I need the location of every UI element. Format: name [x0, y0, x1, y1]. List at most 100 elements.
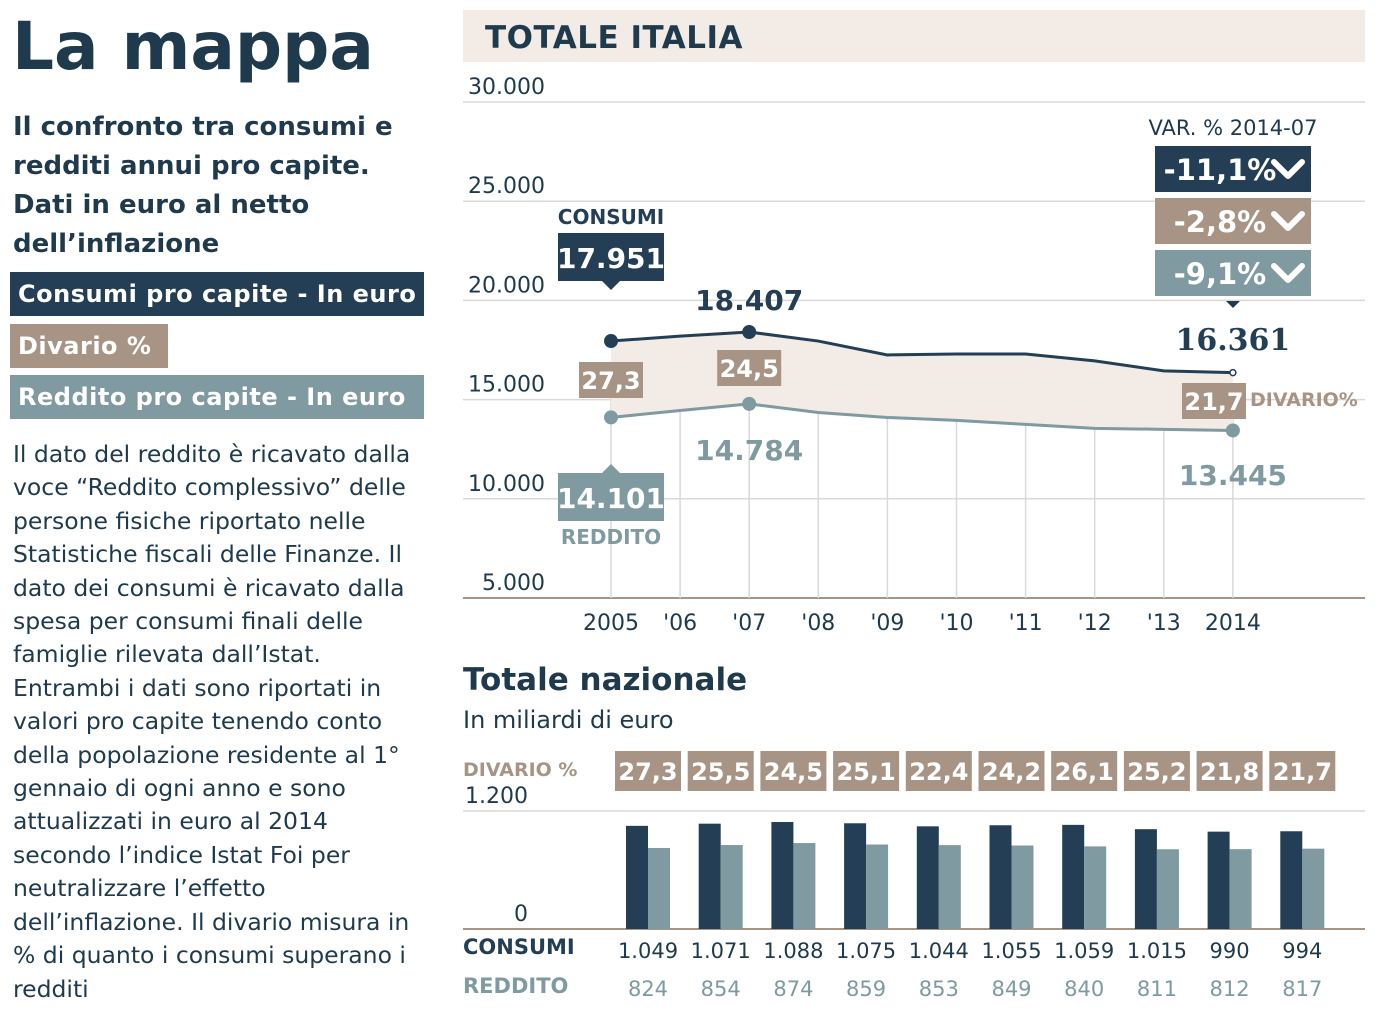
line-chart-title: TOTALE ITALIA [485, 20, 743, 56]
consumi-start-box [558, 233, 664, 281]
bar-reddito-value: 854 [701, 977, 741, 1001]
bar-consumi [844, 823, 867, 929]
bar-consumi-value: 1.071 [691, 939, 751, 963]
legend-reddito: Reddito pro capite - In euro [10, 375, 424, 419]
x-tick-label: '13 [1147, 611, 1181, 636]
bar-consumi [771, 822, 794, 929]
bar-consumi-value: 1.049 [618, 939, 678, 963]
divario-2005-value: 27,3 [581, 367, 640, 395]
bar-divario-value: 24,2 [982, 758, 1041, 786]
chevron-down-icon [1271, 159, 1305, 179]
bar-consumi-value: 1.055 [981, 939, 1041, 963]
bar-chart-title: Totale nazionale [463, 662, 748, 698]
bar-divario-value: 22,4 [909, 758, 968, 786]
y-tick-label: 20.000 [468, 273, 545, 298]
methodology-note: Il dato del reddito è ricavato dalla voc… [13, 440, 411, 1003]
bar-consumi-value: 1.059 [1054, 939, 1114, 963]
bar-reddito [1156, 849, 1179, 929]
bar-consumi-value: 994 [1282, 939, 1322, 963]
consumi-line [610, 330, 1233, 375]
x-tick-label: 2005 [583, 611, 639, 636]
bar-reddito [1302, 848, 1325, 929]
reddito-peak-value: 14.784 [695, 434, 803, 467]
bar-divario-box [978, 751, 1045, 791]
legend-divario-label: Divario % [18, 332, 152, 360]
bar-reddito-value: 849 [991, 977, 1031, 1001]
bar-reddito [1084, 846, 1107, 929]
y-tick-label: 15.000 [468, 373, 545, 398]
legend-consumi: Consumi pro capite - In euro [10, 272, 424, 316]
bar-consumi [1207, 831, 1230, 929]
reddito-end-value: 13.445 [1179, 459, 1287, 492]
y-tick-label: 5.000 [482, 571, 545, 596]
y-tick-label: 25.000 [468, 174, 545, 199]
reddito-start-value: 14.101 [557, 482, 665, 515]
bar-reddito-row-label: REDDITO [463, 974, 568, 998]
var-value-consumi: -11,1% [1164, 153, 1277, 187]
bar-consumi-value: 1.075 [836, 939, 896, 963]
bar-reddito [1011, 845, 1034, 929]
page-subtitle: Il confronto tra consumi e redditi annui… [13, 112, 393, 259]
x-tick-label: '08 [801, 611, 835, 636]
bar-divario-value: 21,8 [1200, 758, 1259, 786]
bar-divario-value: 25,5 [691, 758, 750, 786]
bar-reddito-value: 824 [628, 977, 668, 1001]
bar-divario-box [1051, 751, 1118, 791]
bar-reddito-value: 817 [1282, 977, 1322, 1001]
reddito-point [604, 410, 618, 425]
bar-chart-subtitle: In miliardi di euro [463, 706, 674, 734]
bar-consumi [916, 826, 939, 929]
x-tick-label: '06 [663, 611, 697, 636]
bar-reddito [1229, 849, 1252, 929]
bar-y-tick-label: 0 [514, 902, 528, 927]
bar-divario-value: 25,2 [1127, 758, 1186, 786]
divario-2007-box [717, 350, 782, 386]
divario-2014-value: 21,7 [1184, 388, 1243, 416]
page-title: La mappa [12, 8, 374, 85]
x-tick-label: '09 [870, 611, 904, 636]
divario-2014-box [1182, 383, 1246, 419]
chevron-down-icon [1271, 263, 1305, 283]
var-value-divario: -2,8% [1174, 205, 1266, 239]
var-value-reddito: -9,1% [1174, 257, 1266, 291]
consumi-start-pointer [602, 281, 620, 290]
consumi-peak-value: 18.407 [695, 284, 803, 317]
bar-divario-value: 27,3 [618, 758, 677, 786]
bar-consumi [626, 825, 648, 929]
reddito-point [742, 396, 757, 411]
bar-divario-box [833, 751, 900, 791]
legend-divario: Divario % [10, 324, 168, 368]
consumi-point [742, 325, 757, 340]
x-tick-label: '07 [732, 611, 766, 636]
x-tick-label: '10 [939, 611, 973, 636]
bar-divario-box [1196, 751, 1263, 791]
bar-reddito [866, 844, 889, 929]
divario-tag-label: DIVARIO% [1250, 389, 1358, 411]
bar-divario-value: 21,7 [1273, 758, 1332, 786]
bar-reddito [938, 845, 961, 929]
reddito-start-box [558, 473, 664, 521]
var-title: VAR. % 2014-07 [1149, 116, 1318, 140]
x-tick-label: 2014 [1205, 611, 1261, 636]
bar-divario-box [905, 751, 972, 791]
y-tick-label: 30.000 [468, 75, 545, 100]
bar-reddito-value: 874 [773, 977, 813, 1001]
reddito-point [1225, 423, 1240, 438]
bar-divario-box [687, 751, 754, 791]
bar-divario-box [1269, 751, 1336, 791]
bar-consumi-value: 1.044 [909, 939, 969, 963]
bar-consumi [698, 823, 721, 929]
bar-divario-value: 24,5 [764, 758, 823, 786]
bar-reddito-value: 859 [846, 977, 886, 1001]
bar-divario-label: DIVARIO % [463, 759, 577, 781]
bar-reddito-value: 853 [919, 977, 959, 1001]
divario-band [611, 332, 1233, 431]
bar-divario-box [760, 751, 827, 791]
bar-consumi [1280, 831, 1303, 929]
chevron-down-icon [1271, 211, 1305, 231]
reddito-line [610, 402, 1233, 432]
consumi-start-value: 17.951 [557, 242, 665, 275]
consumi-end-value: 16.361 [1175, 323, 1290, 358]
legend-reddito-label: Reddito pro capite - In euro [18, 383, 406, 411]
bar-y-tick-label: 1.200 [465, 784, 528, 809]
